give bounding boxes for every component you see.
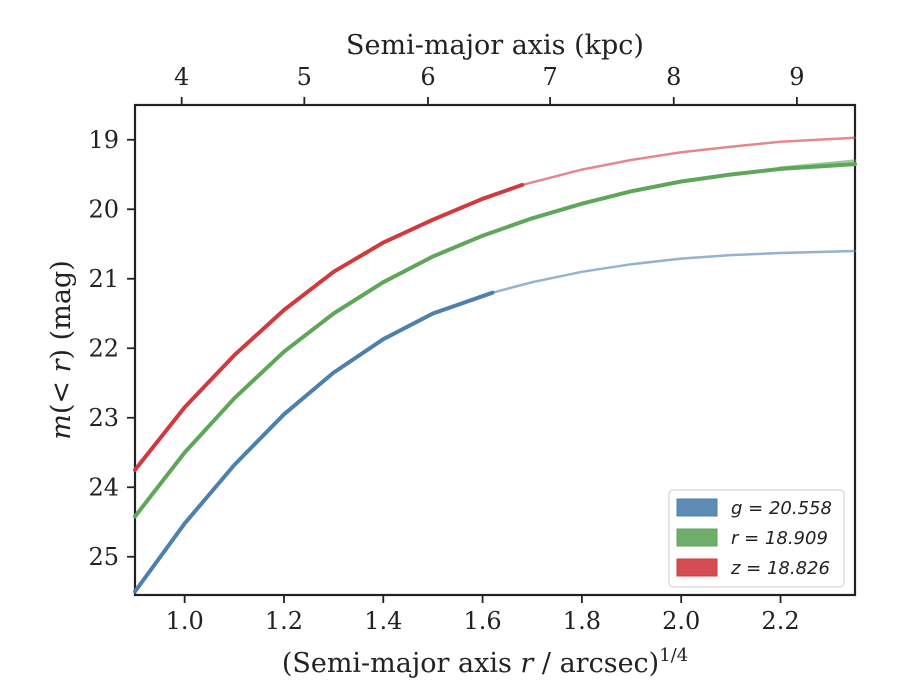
y-tick-label: 23	[88, 404, 119, 432]
series-z-line	[133, 182, 525, 472]
plot-frame	[133, 103, 857, 597]
bottom-axis-label-unit: / arcsec)	[533, 648, 659, 679]
bottom-axis-label-text: (Semi-major axis	[282, 648, 521, 679]
legend: g = 20.558 r = 18.909 z = 18.826	[668, 489, 845, 588]
legend-label-r: r = 18.909	[731, 528, 828, 549]
series-g-line	[133, 290, 495, 594]
top-x-tick-label: 9	[789, 63, 804, 91]
bottom-x-tick-label: 2.0	[662, 607, 700, 635]
top-x-tick-label: 6	[420, 63, 435, 91]
y-tick-label: 21	[88, 265, 119, 293]
y-ticks: 19 20 21 22 23 24 25	[88, 126, 135, 571]
bottom-x-tick-label: 1.2	[265, 607, 303, 635]
legend-label-z: z = 18.826	[730, 558, 830, 579]
top-axis-label: Semi-major axis (kpc)	[346, 30, 644, 61]
y-tick-label: 24	[88, 473, 119, 501]
y-axis-label-r: r	[46, 357, 77, 372]
bottom-axis-label-exponent: 1/4	[659, 645, 688, 666]
bottom-x-tick-label: 1.4	[364, 607, 402, 635]
top-x-tick-label: 8	[666, 63, 681, 91]
series-g-extrapolated-line	[491, 249, 857, 294]
y-axis-label: m(< r) (mag)	[46, 260, 77, 439]
bottom-x-ticks: 1.0 1.2 1.4 1.6 1.8 2.0 2.2	[166, 595, 800, 635]
bottom-x-tick-label: 1.8	[563, 607, 601, 635]
y-tick-label: 20	[88, 195, 119, 223]
series-z-extrapolated-line	[521, 136, 857, 187]
top-x-tick-label: 7	[542, 63, 557, 91]
legend-swatch-r	[676, 528, 718, 547]
bottom-axis-label: (Semi-major axis r / arcsec)1/4	[282, 645, 688, 679]
bottom-x-tick-label: 1.0	[166, 607, 204, 635]
legend-label-g: g = 20.558	[731, 498, 832, 519]
bottom-x-tick-label: 1.6	[464, 607, 502, 635]
series-layer	[133, 136, 857, 594]
legend-swatch-z	[676, 558, 718, 577]
legend-swatch-g	[676, 498, 718, 517]
top-x-tick-label: 5	[297, 63, 312, 91]
bottom-x-tick-label: 2.2	[761, 607, 799, 635]
y-axis-label-unit: ) (mag)	[46, 260, 77, 359]
y-tick-label: 22	[88, 334, 119, 362]
y-axis-label-m: m	[46, 414, 77, 440]
series-r-line	[133, 162, 857, 519]
bottom-axis-label-var: r	[520, 648, 535, 679]
top-x-ticks: 4 5 6 7 8 9	[174, 63, 805, 105]
y-tick-label: 25	[88, 543, 119, 571]
top-x-tick-label: 4	[174, 63, 189, 91]
y-axis-label-paren: (<	[46, 372, 77, 414]
y-tick-label: 19	[88, 126, 119, 154]
